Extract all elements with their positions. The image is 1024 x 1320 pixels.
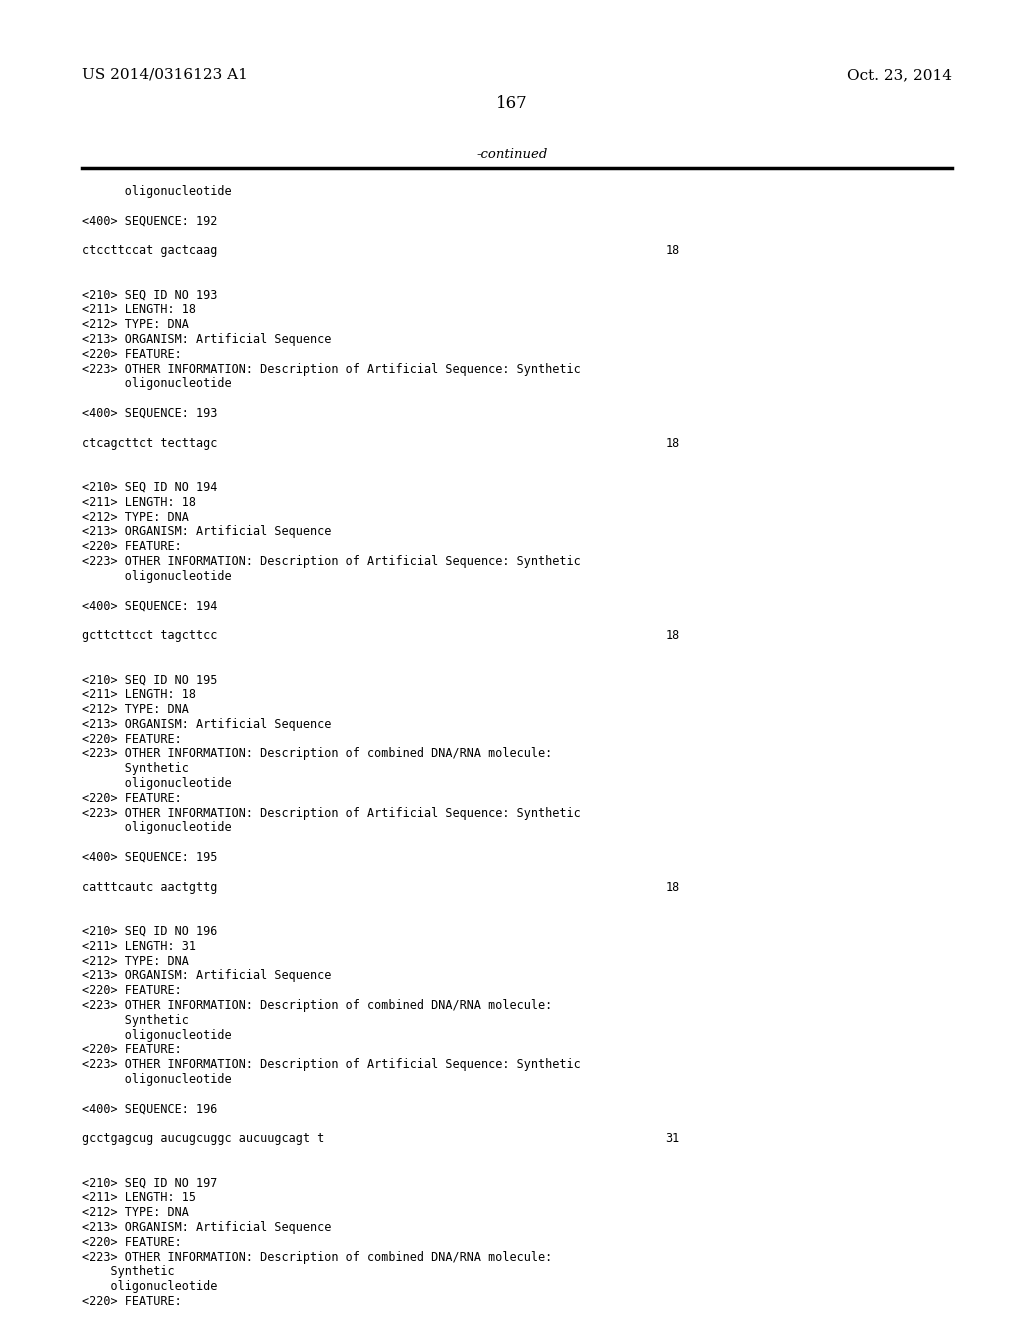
Text: <400> SEQUENCE: 194: <400> SEQUENCE: 194	[82, 599, 217, 612]
Text: <223> OTHER INFORMATION: Description of Artificial Sequence: Synthetic: <223> OTHER INFORMATION: Description of …	[82, 1059, 581, 1072]
Text: <212> TYPE: DNA: <212> TYPE: DNA	[82, 511, 188, 524]
Text: <220> FEATURE:: <220> FEATURE:	[82, 792, 181, 805]
Text: oligonucleotide: oligonucleotide	[82, 570, 231, 583]
Text: <220> FEATURE:: <220> FEATURE:	[82, 1295, 181, 1308]
Text: <220> FEATURE:: <220> FEATURE:	[82, 1236, 181, 1249]
Text: <400> SEQUENCE: 193: <400> SEQUENCE: 193	[82, 407, 217, 420]
Text: 18: 18	[666, 880, 680, 894]
Text: catttcautc aactgttg: catttcautc aactgttg	[82, 880, 217, 894]
Text: <400> SEQUENCE: 195: <400> SEQUENCE: 195	[82, 851, 217, 865]
Text: oligonucleotide: oligonucleotide	[82, 821, 231, 834]
Text: oligonucleotide: oligonucleotide	[82, 185, 231, 198]
Text: <211> LENGTH: 15: <211> LENGTH: 15	[82, 1192, 196, 1204]
Text: <213> ORGANISM: Artificial Sequence: <213> ORGANISM: Artificial Sequence	[82, 333, 332, 346]
Text: 18: 18	[666, 630, 680, 642]
Text: <213> ORGANISM: Artificial Sequence: <213> ORGANISM: Artificial Sequence	[82, 969, 332, 982]
Text: Synthetic: Synthetic	[82, 762, 188, 775]
Text: 18: 18	[666, 244, 680, 257]
Text: oligonucleotide: oligonucleotide	[82, 378, 231, 391]
Text: <211> LENGTH: 18: <211> LENGTH: 18	[82, 304, 196, 317]
Text: -continued: -continued	[476, 148, 548, 161]
Text: <223> OTHER INFORMATION: Description of combined DNA/RNA molecule:: <223> OTHER INFORMATION: Description of …	[82, 1250, 552, 1263]
Text: ctccttccat gactcaag: ctccttccat gactcaag	[82, 244, 217, 257]
Text: oligonucleotide: oligonucleotide	[82, 1280, 217, 1294]
Text: <210> SEQ ID NO 193: <210> SEQ ID NO 193	[82, 289, 217, 301]
Text: <223> OTHER INFORMATION: Description of Artificial Sequence: Synthetic: <223> OTHER INFORMATION: Description of …	[82, 363, 581, 376]
Text: oligonucleotide: oligonucleotide	[82, 1073, 231, 1086]
Text: ctcagcttct tecttagc: ctcagcttct tecttagc	[82, 437, 217, 450]
Text: gcttcttcct tagcttcc: gcttcttcct tagcttcc	[82, 630, 217, 642]
Text: <220> FEATURE:: <220> FEATURE:	[82, 733, 181, 746]
Text: 31: 31	[666, 1133, 680, 1146]
Text: oligonucleotide: oligonucleotide	[82, 1028, 231, 1041]
Text: 18: 18	[666, 437, 680, 450]
Text: <210> SEQ ID NO 195: <210> SEQ ID NO 195	[82, 673, 217, 686]
Text: <211> LENGTH: 18: <211> LENGTH: 18	[82, 688, 196, 701]
Text: 167: 167	[496, 95, 528, 112]
Text: <210> SEQ ID NO 194: <210> SEQ ID NO 194	[82, 480, 217, 494]
Text: <213> ORGANISM: Artificial Sequence: <213> ORGANISM: Artificial Sequence	[82, 718, 332, 731]
Text: <400> SEQUENCE: 196: <400> SEQUENCE: 196	[82, 1102, 217, 1115]
Text: <400> SEQUENCE: 192: <400> SEQUENCE: 192	[82, 215, 217, 227]
Text: <210> SEQ ID NO 197: <210> SEQ ID NO 197	[82, 1176, 217, 1189]
Text: <223> OTHER INFORMATION: Description of Artificial Sequence: Synthetic: <223> OTHER INFORMATION: Description of …	[82, 807, 581, 820]
Text: <220> FEATURE:: <220> FEATURE:	[82, 347, 181, 360]
Text: Oct. 23, 2014: Oct. 23, 2014	[847, 69, 952, 82]
Text: <212> TYPE: DNA: <212> TYPE: DNA	[82, 318, 188, 331]
Text: <212> TYPE: DNA: <212> TYPE: DNA	[82, 954, 188, 968]
Text: gcctgagcug aucugcuggc aucuugcagt t: gcctgagcug aucugcuggc aucuugcagt t	[82, 1133, 325, 1146]
Text: <223> OTHER INFORMATION: Description of combined DNA/RNA molecule:: <223> OTHER INFORMATION: Description of …	[82, 747, 552, 760]
Text: <220> FEATURE:: <220> FEATURE:	[82, 1043, 181, 1056]
Text: <211> LENGTH: 31: <211> LENGTH: 31	[82, 940, 196, 953]
Text: <213> ORGANISM: Artificial Sequence: <213> ORGANISM: Artificial Sequence	[82, 525, 332, 539]
Text: <210> SEQ ID NO 196: <210> SEQ ID NO 196	[82, 925, 217, 939]
Text: <212> TYPE: DNA: <212> TYPE: DNA	[82, 704, 188, 715]
Text: Synthetic: Synthetic	[82, 1266, 174, 1278]
Text: <212> TYPE: DNA: <212> TYPE: DNA	[82, 1206, 188, 1220]
Text: <220> FEATURE:: <220> FEATURE:	[82, 985, 181, 997]
Text: <223> OTHER INFORMATION: Description of combined DNA/RNA molecule:: <223> OTHER INFORMATION: Description of …	[82, 999, 552, 1012]
Text: <220> FEATURE:: <220> FEATURE:	[82, 540, 181, 553]
Text: Synthetic: Synthetic	[82, 1014, 188, 1027]
Text: <223> OTHER INFORMATION: Description of Artificial Sequence: Synthetic: <223> OTHER INFORMATION: Description of …	[82, 554, 581, 568]
Text: <211> LENGTH: 18: <211> LENGTH: 18	[82, 496, 196, 508]
Text: <213> ORGANISM: Artificial Sequence: <213> ORGANISM: Artificial Sequence	[82, 1221, 332, 1234]
Text: oligonucleotide: oligonucleotide	[82, 777, 231, 789]
Text: US 2014/0316123 A1: US 2014/0316123 A1	[82, 69, 248, 82]
